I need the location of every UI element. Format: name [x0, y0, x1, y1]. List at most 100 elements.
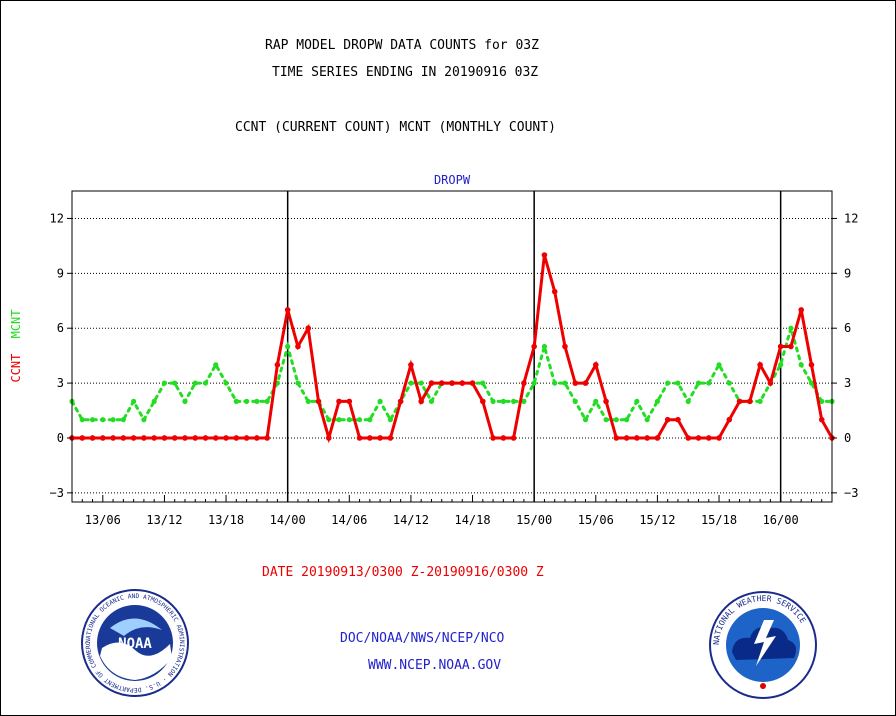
point-ccnt [654, 435, 661, 441]
point-mcnt [654, 398, 661, 404]
point-mcnt [593, 398, 599, 404]
point-mcnt [172, 380, 178, 386]
point-ccnt [428, 380, 435, 386]
point-ccnt [623, 435, 630, 441]
y-tick-label-left: 12 [50, 211, 64, 225]
point-ccnt [736, 398, 743, 405]
point-mcnt [552, 380, 558, 386]
point-ccnt [254, 435, 260, 441]
point-ccnt [685, 435, 692, 441]
point-ccnt [89, 435, 96, 441]
point-mcnt [706, 380, 712, 386]
point-ccnt [110, 435, 116, 441]
series-line-mcnt [70, 322, 834, 423]
point-ccnt [120, 435, 127, 441]
point-mcnt [665, 380, 671, 386]
point-ccnt [79, 435, 86, 441]
x-tick-label: 15/12 [639, 513, 675, 527]
point-mcnt [500, 398, 506, 404]
y-axis-label-ccnt: CCNT [9, 354, 23, 383]
point-mcnt [531, 380, 537, 386]
point-ccnt [716, 435, 722, 441]
y-axis-label-mcnt: MCNT [9, 309, 23, 338]
y-tick-label-right: 9 [844, 266, 851, 280]
point-mcnt [336, 417, 342, 423]
point-mcnt [213, 362, 219, 368]
point-ccnt [223, 435, 229, 441]
point-mcnt [634, 398, 640, 404]
title-line-2: TIME SERIES ENDING IN 20190916 03Z [272, 65, 539, 80]
point-ccnt [408, 361, 414, 368]
point-mcnt [346, 417, 352, 423]
point-ccnt [480, 398, 486, 405]
point-ccnt [808, 361, 815, 368]
point-mcnt [100, 417, 106, 423]
x-tick-label: 14/12 [393, 513, 429, 527]
point-mcnt [151, 398, 157, 404]
x-tick-label: 15/06 [578, 513, 614, 527]
y-tick-label-right: 6 [844, 321, 851, 335]
point-ccnt [490, 435, 496, 441]
date-range-label: DATE 20190913/0300 Z-20190916/0300 Z [262, 565, 544, 580]
point-ccnt [305, 325, 312, 332]
point-mcnt [572, 398, 578, 404]
point-mcnt [480, 380, 486, 386]
point-ccnt [644, 435, 650, 441]
point-ccnt [562, 343, 568, 350]
website-link[interactable]: WWW.NCEP.NOAA.GOV [368, 658, 502, 673]
x-tick-label: 14/06 [331, 513, 367, 527]
point-ccnt [818, 416, 825, 423]
title-line-1: RAP MODEL DROPW DATA COUNTS for 03Z [265, 38, 539, 53]
point-ccnt [531, 343, 537, 350]
point-mcnt [387, 417, 393, 423]
point-ccnt [295, 343, 301, 350]
point-ccnt [675, 416, 681, 423]
point-mcnt [623, 417, 630, 423]
nws-logo: NATIONAL WEATHER SERVICE [709, 591, 817, 699]
point-ccnt [664, 416, 671, 423]
point-mcnt [778, 362, 784, 368]
series-layer [69, 252, 835, 444]
x-tick-label: 16/00 [763, 513, 799, 527]
y-tick-label-left: −3 [50, 486, 64, 500]
point-mcnt [511, 398, 517, 404]
y-tick-label-left: 6 [57, 321, 64, 335]
point-ccnt [377, 435, 383, 441]
noaa-logo-text: NOAA [118, 636, 152, 652]
point-mcnt [695, 380, 702, 386]
point-ccnt [315, 398, 322, 405]
tick-layer: −3 −3 0 0 3 3 6 6 9 9 12 12 13/06 13/12 13/18 14/00 14/0… [50, 211, 859, 527]
point-mcnt [798, 362, 804, 368]
point-ccnt [202, 435, 209, 441]
point-ccnt [397, 398, 404, 405]
point-mcnt [110, 417, 116, 423]
point-mcnt [233, 398, 239, 404]
plot-frame [71, 190, 833, 503]
point-mcnt [613, 417, 619, 423]
point-ccnt [747, 398, 753, 405]
point-mcnt [788, 325, 794, 331]
y-tick-label-left: 3 [57, 376, 64, 390]
point-ccnt [613, 435, 620, 441]
point-ccnt [777, 343, 784, 350]
point-ccnt [449, 380, 455, 386]
point-ccnt [171, 435, 178, 441]
point-mcnt [305, 398, 311, 404]
point-ccnt [233, 435, 240, 441]
point-ccnt [634, 435, 640, 441]
point-ccnt [798, 307, 804, 313]
point-ccnt [438, 380, 445, 386]
point-ccnt [182, 435, 188, 441]
point-mcnt [377, 398, 383, 404]
x-tick-label: 13/18 [208, 513, 244, 527]
point-ccnt [788, 343, 794, 350]
point-mcnt [716, 362, 722, 368]
point-ccnt [192, 435, 199, 441]
point-ccnt [510, 435, 517, 441]
noaa-logo: NOAA NATIONAL OCEANIC AND ATMOSPHERIC AD… [80, 588, 189, 697]
point-ccnt [284, 307, 291, 313]
point-mcnt [295, 380, 301, 386]
y-tick-label-right: 12 [844, 211, 858, 225]
point-mcnt [141, 417, 147, 423]
point-mcnt [428, 398, 435, 404]
